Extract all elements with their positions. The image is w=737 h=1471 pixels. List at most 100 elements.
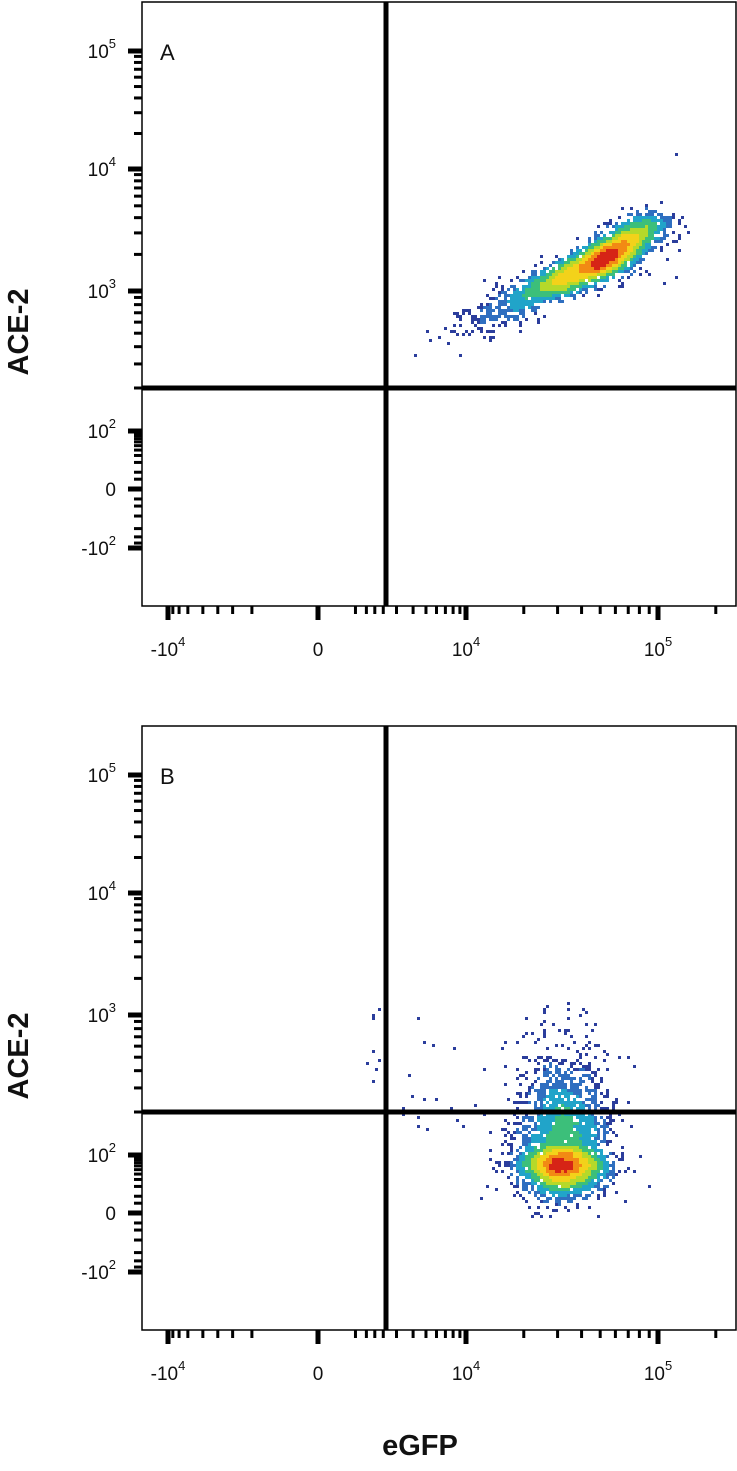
density-point	[609, 261, 612, 264]
density-point	[576, 1194, 579, 1197]
density-point	[516, 1122, 519, 1125]
density-point	[570, 1035, 573, 1038]
density-point	[561, 1074, 564, 1077]
density-point	[636, 258, 639, 261]
x-major-tick	[165, 606, 171, 620]
x-minor-tick	[443, 606, 447, 614]
density-point	[615, 228, 618, 231]
y-minor-tick	[134, 1019, 142, 1023]
density-point	[519, 1131, 522, 1134]
y-tick-label: 102	[88, 1140, 116, 1167]
density-point	[606, 225, 609, 228]
density-point	[453, 1047, 456, 1050]
density-point	[522, 1116, 525, 1119]
y-minor-tick	[134, 437, 142, 441]
density-point	[579, 1188, 582, 1191]
density-point	[543, 1083, 546, 1086]
density-point	[633, 222, 636, 225]
density-point	[594, 1182, 597, 1185]
density-point	[558, 261, 561, 264]
density-point	[588, 1164, 591, 1167]
density-point	[534, 1107, 537, 1110]
density-point	[540, 1128, 543, 1131]
density-point	[504, 324, 507, 327]
density-point	[513, 288, 516, 291]
density-point	[573, 294, 576, 297]
density-point	[573, 1077, 576, 1080]
density-point	[558, 1095, 561, 1098]
density-point	[555, 288, 558, 291]
density-point	[537, 1116, 540, 1119]
density-point	[462, 312, 465, 315]
density-point	[570, 1167, 573, 1170]
density-point	[519, 321, 522, 324]
density-point	[588, 1143, 591, 1146]
density-point	[594, 288, 597, 291]
density-point	[561, 1137, 564, 1140]
density-point	[561, 1149, 564, 1152]
density-point	[606, 246, 609, 249]
density-point	[564, 1149, 567, 1152]
density-point	[576, 1116, 579, 1119]
density-point	[579, 1143, 582, 1146]
density-point	[567, 1170, 570, 1173]
density-point	[597, 1188, 600, 1191]
y-minor-tick	[134, 448, 142, 452]
density-point	[588, 1155, 591, 1158]
density-point	[546, 279, 549, 282]
y-tick-label: 102	[88, 416, 116, 443]
density-point	[648, 246, 651, 249]
density-point	[594, 1092, 597, 1095]
density-point	[576, 1128, 579, 1131]
density-point	[621, 240, 624, 243]
density-point	[675, 240, 678, 243]
density-point	[603, 222, 606, 225]
density-point	[606, 270, 609, 273]
density-point	[534, 276, 537, 279]
density-point	[573, 297, 576, 300]
density-point	[459, 324, 462, 327]
y-minor-tick	[134, 1265, 142, 1269]
density-point	[507, 1131, 510, 1134]
x-major-tick	[655, 606, 661, 620]
density-point	[573, 1161, 576, 1164]
density-point	[600, 264, 603, 267]
density-point	[639, 216, 642, 219]
density-point	[585, 1182, 588, 1185]
density-point	[594, 1071, 597, 1074]
density-point	[528, 1191, 531, 1194]
density-point	[585, 1053, 588, 1056]
density-point	[591, 279, 594, 282]
density-point	[558, 1128, 561, 1131]
density-point	[606, 267, 609, 270]
density-point	[555, 279, 558, 282]
density-point	[516, 297, 519, 300]
density-point	[528, 1125, 531, 1128]
density-point	[591, 1149, 594, 1152]
density-point	[498, 312, 501, 315]
y-major-tick	[128, 48, 142, 54]
density-point	[585, 1122, 588, 1125]
density-point	[540, 1095, 543, 1098]
density-point	[678, 222, 681, 225]
density-point	[585, 1089, 588, 1092]
density-point	[411, 1095, 414, 1098]
y-minor-tick	[134, 477, 142, 481]
density-point	[612, 1170, 615, 1173]
density-point	[573, 1086, 576, 1089]
density-point	[570, 273, 573, 276]
density-point	[570, 1125, 573, 1128]
density-point	[558, 297, 561, 300]
density-point	[609, 252, 612, 255]
density-point	[549, 1056, 552, 1059]
y-minor-tick	[134, 252, 142, 256]
density-point	[564, 294, 567, 297]
density-point	[522, 1179, 525, 1182]
density-point	[648, 237, 651, 240]
density-point	[603, 255, 606, 258]
density-point	[495, 318, 498, 321]
density-point	[543, 276, 546, 279]
density-point	[561, 1101, 564, 1104]
density-point	[519, 1122, 522, 1125]
density-point	[567, 1149, 570, 1152]
